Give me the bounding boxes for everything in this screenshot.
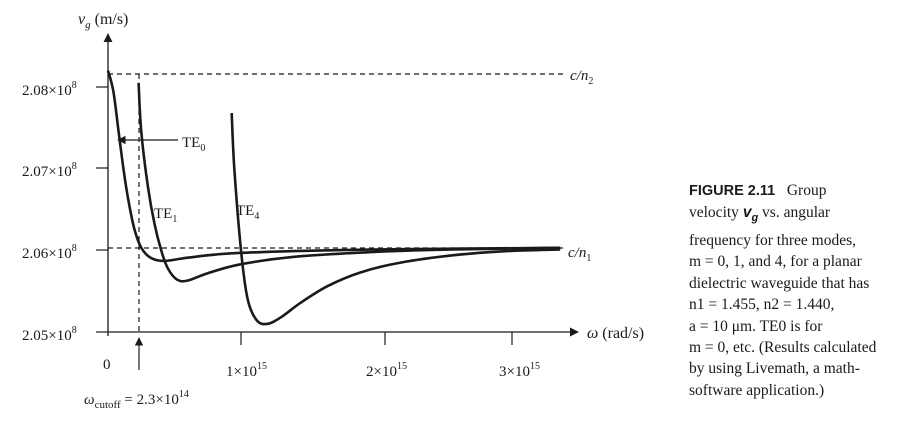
series-layer (106, 70, 561, 326)
caption-line-6: n1 = 1.455, n2 = 1.440, (689, 296, 835, 314)
y-tick-label-2.06: 2.06×108 (22, 243, 77, 262)
x-tick-label-3e15: 3×1015 (499, 361, 540, 380)
figure-caption: FIGURE 2.11 Group velocity vg vs. angula… (689, 180, 911, 401)
group-velocity-chart: 2.08×108 2.07×108 2.06×108 2.05×108 0 1×… (22, 11, 644, 411)
x-tick-label-2e15: 2×1015 (366, 361, 407, 380)
cutoff-label: ωcutoff = 2.3×1014 (84, 389, 189, 411)
te1-label: TE1 (154, 206, 177, 225)
caption-line-10: software application.) (689, 381, 825, 399)
caption-line-8: m = 0, etc. (Results calculated (689, 338, 877, 356)
x-axis-label: ω (rad/s) (587, 325, 644, 342)
caption-line-2: velocity vg vs. angular (689, 202, 911, 230)
x-tick-label-1e15: 1×1015 (226, 361, 267, 380)
caption-text-1: Group (786, 182, 827, 199)
te0-label: TE0 (182, 135, 205, 154)
caption-line-5: dielectric waveguide that has (689, 274, 870, 292)
te4-label: TE4 (236, 203, 259, 222)
caption-line-9: by using Livemath, a math- (689, 360, 860, 378)
caption-line-7: a = 10 μm. TE0 is for (689, 317, 823, 335)
caption-line-1: FIGURE 2.11 Group (689, 180, 911, 202)
series-line-te4 (230, 112, 561, 326)
y-axis-label: vg (m/s) (78, 11, 128, 31)
caption-line-4: m = 0, 1, and 4, for a planar (689, 253, 862, 271)
y-tick-label-2.07: 2.07×108 (22, 161, 77, 180)
caption-vg-var: v (742, 204, 752, 222)
y-tick-label-2.05: 2.05×108 (22, 325, 77, 344)
figure-label: FIGURE 2.11 (689, 183, 776, 199)
series-line-te1 (137, 82, 561, 283)
c-over-n2-label: c/n2 (570, 68, 593, 87)
caption-text-2a: velocity (689, 204, 743, 222)
y-tick-label-2.08: 2.08×108 (22, 80, 77, 99)
caption-line-3: frequency for three modes, (689, 231, 856, 249)
c-over-n1-label: c/n1 (568, 245, 591, 264)
caption-vg-sub: g (751, 212, 759, 225)
series-line-te0 (106, 70, 561, 263)
caption-text-2b: vs. angular (758, 204, 831, 222)
x-tick-label-0: 0 (103, 357, 111, 373)
